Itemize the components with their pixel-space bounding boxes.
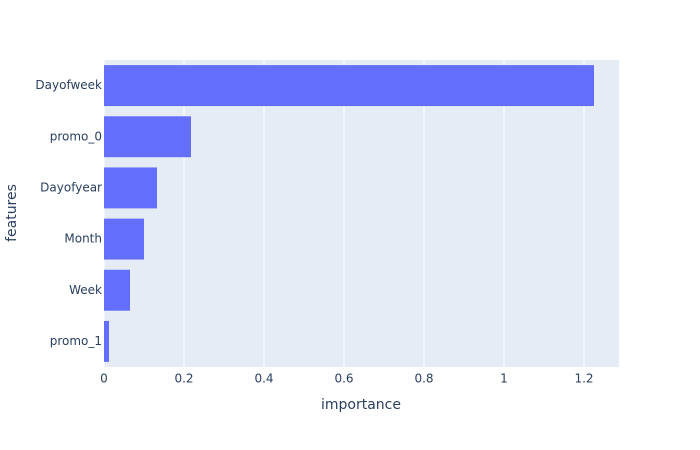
x-tick-label: 1 <box>500 372 508 386</box>
x-tick-label: 0.2 <box>174 372 193 386</box>
bar <box>104 116 191 158</box>
bar <box>104 320 109 362</box>
x-tick-label: 1.2 <box>574 372 593 386</box>
plot-area <box>104 60 619 367</box>
y-tick-label: promo_1 <box>50 334 102 348</box>
bar <box>104 218 144 260</box>
bar <box>104 167 157 209</box>
x-tick-label: 0.6 <box>334 372 353 386</box>
y-tick-label: Dayofweek <box>35 78 102 92</box>
y-tick-label: Dayofyear <box>40 180 102 194</box>
y-tick-label: Week <box>69 283 102 297</box>
y-tick-label: Month <box>64 232 102 246</box>
x-tick-label: 0 <box>100 372 108 386</box>
y-tick-label: promo_0 <box>50 129 102 143</box>
x-tick-label: 0.4 <box>254 372 273 386</box>
y-axis-title: features <box>4 184 20 242</box>
bar <box>104 269 130 311</box>
bar <box>104 65 594 107</box>
x-tick-label: 0.8 <box>414 372 433 386</box>
x-axis-title: importance <box>321 397 401 413</box>
